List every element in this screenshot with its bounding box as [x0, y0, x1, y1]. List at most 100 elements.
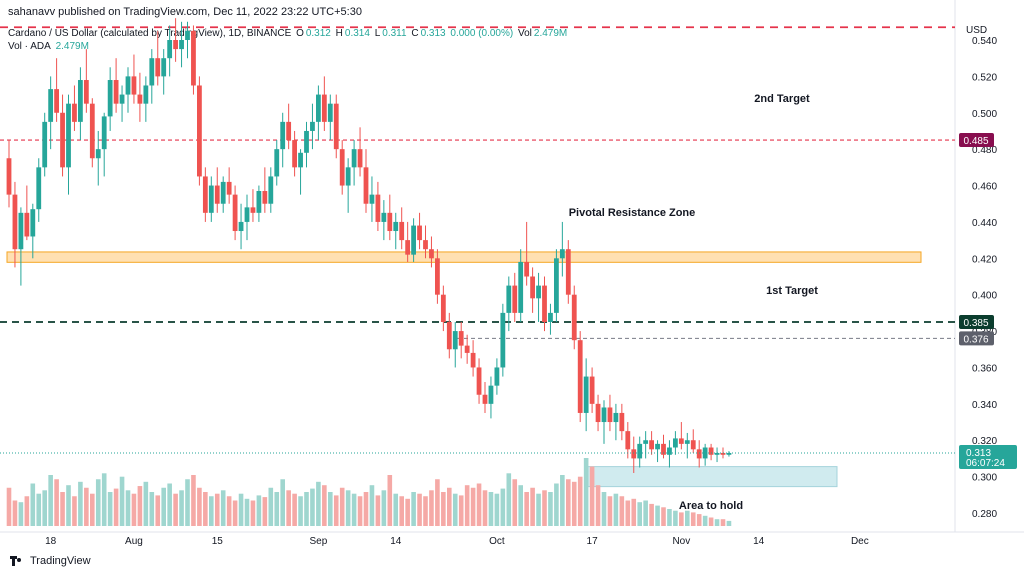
price-axis-tick: 0.280 — [972, 509, 997, 520]
candle-body — [589, 376, 595, 404]
price-tag-box — [959, 133, 994, 148]
candle-body — [476, 367, 482, 395]
time-axis-tick: 15 — [212, 536, 224, 547]
volume-bar — [131, 493, 137, 526]
candle-body — [500, 312, 506, 368]
volume-bar — [12, 500, 18, 526]
candle-body — [143, 85, 149, 104]
volume-bar — [119, 476, 125, 526]
candle-body — [488, 385, 494, 404]
volume-bar — [458, 495, 464, 526]
volume-bar — [42, 490, 47, 526]
volume-bar — [655, 505, 660, 526]
volume-bar — [631, 498, 637, 526]
candle-body — [440, 294, 446, 322]
volume-bar — [250, 500, 256, 526]
price-axis-tick: 0.320 — [972, 436, 997, 447]
candle-body — [601, 407, 607, 423]
volume-bar — [661, 507, 666, 526]
candle-body — [18, 212, 24, 250]
candle-body — [232, 194, 238, 232]
candle-body — [54, 89, 59, 113]
candle-body — [30, 209, 36, 237]
candle-body — [131, 76, 137, 95]
candle-body — [119, 94, 125, 104]
symbol-title: Cardano / US Dollar (calculated by Tradi… — [8, 28, 292, 39]
candle-body — [637, 443, 643, 459]
candle-body — [470, 352, 476, 368]
price-tag-label: 0.385 — [963, 318, 988, 329]
volume-bar — [339, 487, 345, 526]
candle-body — [411, 225, 416, 255]
volume-bar — [387, 475, 393, 526]
footer-bar: TradingView — [0, 553, 1024, 573]
candle-body — [339, 149, 345, 186]
candle-body — [452, 331, 458, 350]
volume-bar — [66, 485, 71, 526]
volume-bar — [577, 476, 583, 526]
candle-body — [310, 121, 315, 131]
tradingview-logo-icon — [10, 555, 26, 567]
candle-body — [690, 440, 696, 450]
volume-bar — [60, 492, 65, 526]
bar-countdown-label: 06:07:24 — [966, 458, 1005, 469]
volume-bar — [137, 486, 143, 526]
volume-bar — [36, 493, 42, 526]
candle-body — [643, 440, 649, 444]
candle-body — [107, 80, 113, 117]
candle-body — [316, 94, 321, 122]
vol-label: Vol — [518, 28, 532, 39]
candle-body — [577, 340, 583, 413]
price-axis-tick: 0.400 — [972, 291, 997, 302]
price-axis-tick: 0.520 — [972, 72, 997, 83]
volume-bar — [381, 490, 387, 526]
volume-bar — [530, 487, 535, 526]
volume-bar — [185, 479, 190, 526]
candle-body — [72, 103, 77, 122]
candle-body — [726, 452, 732, 455]
volume-bar — [161, 487, 166, 526]
volume-bar — [488, 492, 494, 526]
candle-body — [673, 438, 678, 448]
ohlc-high-label: H — [335, 28, 343, 39]
volume-bar — [447, 487, 452, 526]
candle-body — [571, 294, 577, 341]
candle-body — [530, 276, 535, 299]
candle-body — [274, 149, 280, 177]
volume-bar — [649, 503, 654, 526]
time-axis-tick: Dec — [851, 536, 869, 547]
last-price-label: 0.313 — [966, 448, 991, 459]
time-axis-tick: Oct — [489, 536, 505, 547]
price-tag-label: 0.485 — [963, 136, 988, 147]
volume-bar — [191, 475, 196, 526]
tradingview-logo[interactable]: TradingView — [10, 555, 91, 567]
ohlc-high-value: 0.314 — [344, 28, 370, 39]
volume-bar — [304, 492, 309, 526]
volume-bar — [179, 490, 184, 526]
candle-body — [667, 447, 672, 455]
candle-body — [89, 103, 95, 159]
volume-bar — [548, 492, 553, 526]
volume-bar — [90, 493, 95, 526]
candle-body — [280, 121, 286, 150]
volume-legend[interactable]: Vol · ADA 2.479M — [8, 41, 91, 52]
candle-body — [661, 443, 666, 455]
ohlc-low-label: L — [374, 28, 381, 39]
candle-body — [518, 261, 524, 313]
candle-body — [399, 221, 405, 241]
candle-body — [351, 149, 357, 168]
candle-body — [381, 212, 387, 222]
candle-body — [208, 185, 214, 213]
candle-body — [429, 249, 434, 259]
volume-bar — [625, 500, 631, 526]
price-axis-tick: 0.460 — [972, 182, 997, 193]
candle-body — [298, 152, 303, 168]
candle-body — [191, 30, 196, 86]
volume-bar — [637, 502, 642, 526]
volume-bar — [375, 495, 381, 526]
ohlc-open-label: O — [296, 28, 304, 39]
symbol-legend[interactable]: Cardano / US Dollar (calculated by Tradi… — [8, 28, 569, 39]
candle-body — [179, 40, 184, 50]
price-axis-tick: 0.300 — [972, 473, 997, 484]
